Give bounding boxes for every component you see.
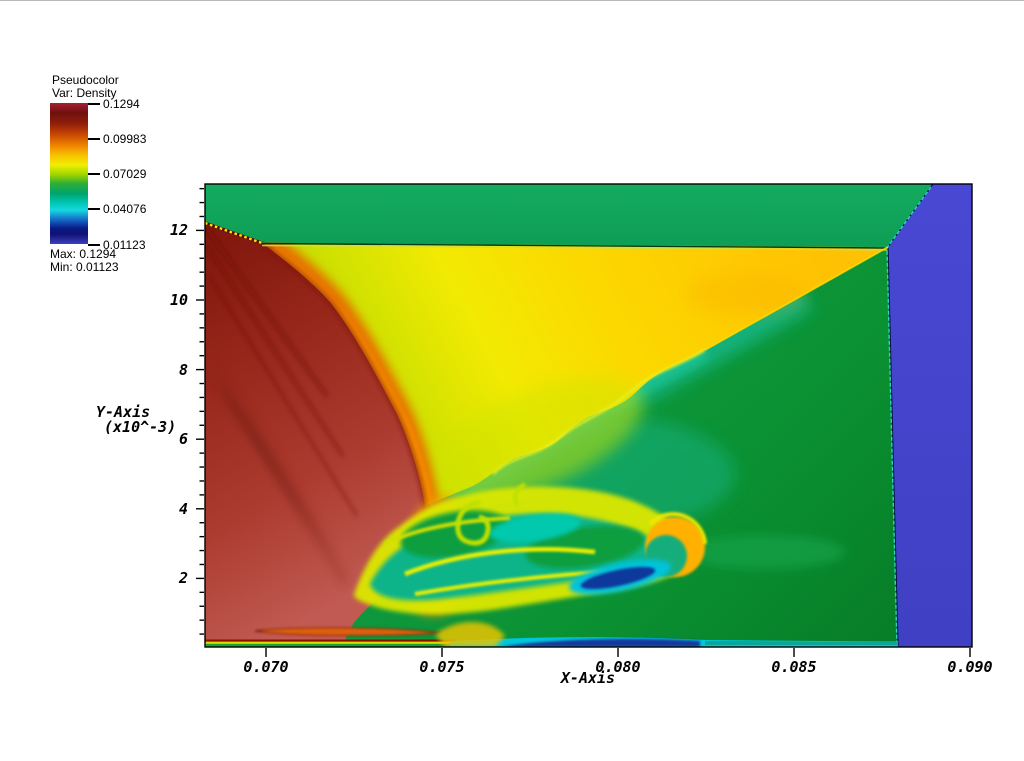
x-tick-label: 0.070 [243, 658, 289, 676]
band-bottom-glow-line [261, 244, 889, 251]
slip-line-rim-wavy [492, 348, 706, 475]
colorbar-tick-label: 0.01123 [103, 237, 146, 252]
blue-boundary-cyan-line [886, 186, 932, 647]
vortex-yellow-ribbon [384, 516, 511, 546]
colorbar-tick-label: 0.04076 [103, 202, 147, 217]
shock-fan-line [205, 361, 348, 586]
axis-ticks [196, 187, 971, 657]
legend-min-value: Min: 0.01123 [50, 260, 119, 274]
shock-fan-line [205, 227, 329, 398]
legend-max-value: Max: 0.1294 [50, 247, 117, 261]
vortex-wake [685, 535, 845, 569]
crescent-yellow-rim [648, 512, 707, 545]
colorbar-tick-dash [88, 243, 100, 246]
region-amber-smudge [685, 272, 805, 316]
x-tick-label: 0.085 [771, 658, 817, 676]
y-tick-label: 8 [178, 360, 188, 379]
plot-border [204, 183, 973, 648]
band-bottom-dark-line [261, 242, 889, 249]
floor-teal-fade [705, 641, 898, 645]
y-tick-label: 4 [178, 499, 188, 518]
shock-fan-line [205, 245, 345, 457]
x-tick-label: 0.090 [947, 658, 993, 676]
mach-stem-line [205, 221, 263, 245]
y-tick-label: 2 [178, 569, 188, 588]
colorbar-tick-label: 0.1294 [103, 96, 140, 111]
vortex-curl [455, 499, 491, 546]
legend-variable-label: Var: Density [52, 86, 117, 100]
colorbar-gradient [50, 103, 88, 244]
vortex-curl [513, 482, 527, 507]
x-tick-label: 0.080 [595, 658, 641, 676]
floor-dark-line [205, 639, 455, 642]
colorbar-tick-dash [88, 102, 100, 105]
y-tick-label: 12 [169, 221, 188, 240]
floor-yellow-curl [435, 621, 505, 647]
colorbar-tick-dash [88, 173, 100, 175]
floor-navy-lens [500, 639, 700, 647]
colorbar-tick-label: 0.07029 [103, 167, 147, 181]
colorbar-tick-dash [88, 208, 100, 211]
x-axis-title: X-Axis [560, 669, 616, 687]
floor-yellow-line [205, 641, 465, 644]
y-tick-label: 10 [169, 291, 188, 309]
region-blue-column [888, 184, 972, 647]
y-axis-title: Y-Axis [96, 403, 151, 421]
navy-pocket [580, 566, 656, 590]
vortex-teal-core [489, 513, 581, 543]
y-tick-label: 6 [178, 430, 188, 449]
colorbar-tick-dash [88, 137, 100, 140]
region-top-green-band [205, 184, 933, 247]
vortex-yellow-ribbon [404, 547, 596, 577]
plot-field [205, 184, 972, 647]
blue-boundary-dark-line [887, 184, 934, 647]
floor-green-line [205, 643, 475, 647]
region-yellowgreen-wash [426, 377, 644, 501]
slip-line-rim [704, 246, 889, 351]
legend-title: Pseudocolor [52, 73, 119, 87]
y-axis-scale-note: (x10^-3) [104, 418, 177, 436]
shock-fan-line [207, 275, 359, 517]
x-tick-label: 0.075 [419, 658, 465, 676]
colorbar-tick-label: 0.09983 [103, 131, 147, 146]
